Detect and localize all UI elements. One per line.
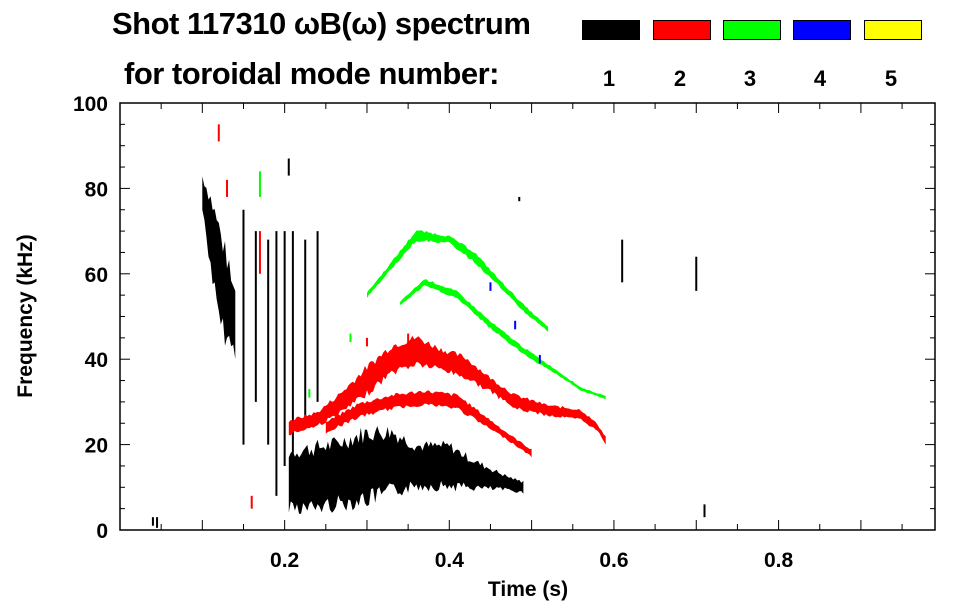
x-tick-label: 0.4 — [435, 549, 465, 572]
legend-swatch-2 — [653, 20, 711, 40]
legend-label-3: 3 — [743, 66, 757, 91]
mode-2-band-1 — [288, 335, 606, 445]
mode-1-band-1 — [202, 176, 236, 360]
legend-label-1: 1 — [602, 66, 616, 91]
legend-label-4: 4 — [813, 66, 827, 91]
legend-label-5: 5 — [884, 66, 898, 91]
y-tick-label: 0 — [96, 520, 108, 543]
legend-swatch-3 — [723, 20, 781, 40]
x-tick-label: 0.6 — [599, 549, 628, 572]
mode-2-band-2 — [325, 390, 532, 458]
mode-3-band-1 — [367, 230, 549, 332]
legend-swatch-1 — [582, 20, 640, 40]
plot-frame — [119, 102, 936, 531]
mode-1-band-2 — [288, 426, 524, 514]
y-tick-label: 20 — [85, 435, 108, 458]
legend-title: for toroidal mode number: — [124, 56, 500, 91]
y-tick-label: 60 — [85, 264, 108, 287]
legend-label-2: 2 — [673, 66, 687, 91]
x-axis-label: Time (s) — [488, 578, 568, 601]
chart-title: Shot 117310 ωB(ω) spectrum — [112, 6, 531, 41]
y-tick-label: 40 — [85, 349, 108, 372]
x-tick-label: 0.2 — [270, 549, 299, 572]
legend-swatch-5 — [864, 20, 922, 40]
legend-swatch-4 — [793, 20, 851, 40]
y-tick-label: 100 — [73, 93, 108, 116]
y-axis-label: Frequency (kHz) — [14, 234, 37, 397]
x-tick-label: 0.8 — [764, 549, 794, 572]
y-tick-label: 80 — [85, 178, 108, 201]
mode-3-band-2 — [399, 279, 606, 400]
